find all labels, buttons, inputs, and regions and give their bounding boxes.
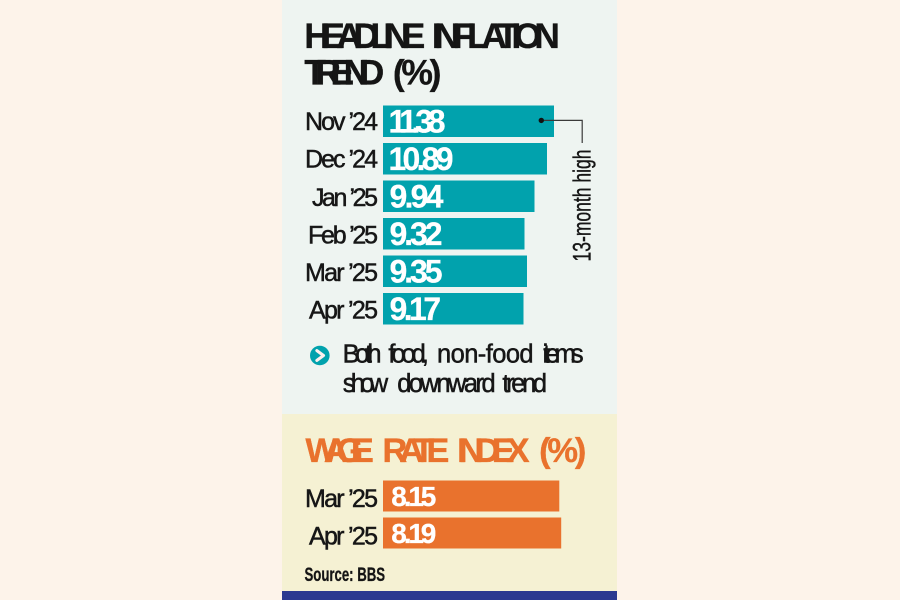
svg-text:downward: downward	[397, 370, 496, 398]
svg-text:9.17: 9.17	[390, 291, 442, 327]
svg-text:Dec ’24: Dec ’24	[305, 146, 378, 174]
svg-text:9.35: 9.35	[390, 253, 443, 289]
svg-text:trend: trend	[502, 370, 547, 398]
svg-text:Jan ’25: Jan ’25	[312, 184, 378, 212]
svg-text:HEADLINE: HEADLINE	[304, 16, 425, 56]
svg-text:TREND: TREND	[304, 53, 384, 93]
svg-text:8.15: 8.15	[391, 481, 436, 512]
svg-text:show: show	[343, 370, 389, 398]
svg-text:8.19: 8.19	[391, 518, 436, 549]
svg-text:(%): (%)	[393, 53, 442, 93]
svg-text:(%): (%)	[539, 432, 586, 470]
svg-text:items: items	[543, 341, 584, 369]
svg-text:RATE: RATE	[382, 432, 449, 470]
svg-text:Mar ’25: Mar ’25	[305, 485, 378, 513]
svg-text:Feb ’25: Feb ’25	[308, 222, 378, 250]
svg-text:non-food: non-food	[437, 341, 534, 369]
svg-text:11.38: 11.38	[389, 103, 446, 139]
svg-text:Apr ’25: Apr ’25	[309, 297, 378, 325]
svg-text:INDEX: INDEX	[457, 432, 529, 470]
svg-text:INFLATION: INFLATION	[432, 16, 560, 56]
svg-text:Nov ’24: Nov ’24	[305, 108, 378, 136]
svg-text:13-month high: 13-month high	[569, 150, 597, 262]
svg-text:Both: Both	[343, 341, 382, 369]
svg-text:food,: food,	[388, 341, 428, 369]
svg-text:WAGE: WAGE	[305, 432, 374, 470]
svg-text:Mar ’25: Mar ’25	[305, 259, 378, 287]
svg-text:10.89: 10.89	[389, 141, 454, 177]
svg-text:9.32: 9.32	[390, 216, 443, 252]
svg-text:Source: BBS: Source: BBS	[305, 565, 386, 586]
svg-text:9.94: 9.94	[390, 178, 444, 214]
svg-text:Apr ’25: Apr ’25	[309, 522, 378, 550]
